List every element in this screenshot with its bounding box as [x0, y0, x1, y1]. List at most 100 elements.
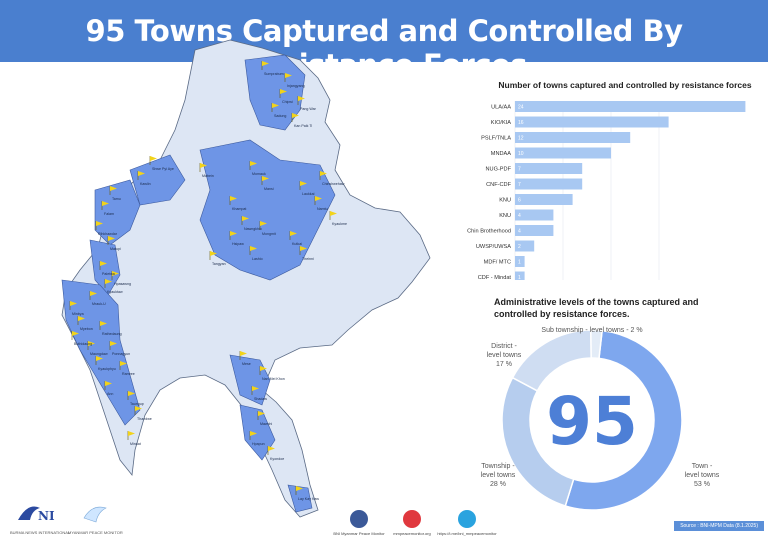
- town-flag: [69, 301, 77, 310]
- town-flag: [87, 341, 95, 350]
- town-label: Hpasawng: [114, 282, 131, 286]
- donut-slice-label: Town -level towns 53 %: [685, 463, 720, 488]
- bar: [515, 132, 631, 143]
- donut-slice: [511, 329, 592, 392]
- donut-slice-label: Sub township - level towns - 2 %: [541, 327, 642, 334]
- town-flag: [209, 251, 217, 260]
- controlled-area-south: [287, 484, 313, 513]
- town-flag: [77, 316, 85, 325]
- town-flag: [259, 221, 267, 230]
- town-label: Lay Kay Kaw: [298, 497, 319, 501]
- bar-value-label: 6: [518, 198, 521, 204]
- town-label: Sadung: [274, 114, 286, 118]
- town-flag: [249, 161, 257, 170]
- town-flag: [271, 103, 279, 112]
- facebook-icon[interactable]: [350, 510, 368, 528]
- bar: [515, 178, 583, 190]
- bar: [515, 271, 525, 280]
- bar-category-label: UWSP/UWSA: [476, 244, 511, 250]
- town-label: Kan Paik Ti: [294, 124, 312, 128]
- donut-chart: 95 Town -level towns 53 % Township -level t…: [481, 327, 720, 511]
- town-flag: [111, 271, 119, 280]
- town-label: Ponnagyun: [112, 352, 130, 356]
- bar-category-label: KNU: [499, 198, 511, 204]
- town-label: Ann: [107, 392, 113, 396]
- town-label: Shwe Pyi Aye: [152, 167, 174, 171]
- town-labels: Sumprabum Injangyang Chipwi Pang War Sadung K…: [72, 72, 347, 501]
- bar-category-label: CNF-CDF: [486, 182, 511, 188]
- town-label: Rathedaung: [102, 332, 122, 336]
- town-flag: [314, 196, 322, 205]
- town-flag: [137, 171, 145, 180]
- town-flag: [297, 96, 305, 105]
- controlled-area-sagaing: [94, 179, 141, 246]
- town-flag: [289, 231, 297, 240]
- town-label: Kyauktaw: [107, 290, 123, 294]
- org-mpm-label: MYANMAR PEACE MONITOR: [68, 530, 123, 535]
- town-label: Lashio: [252, 257, 263, 261]
- town-flag: [319, 171, 327, 180]
- dove-logo-icon: [83, 506, 107, 523]
- town-flag: [95, 356, 103, 365]
- town-flag: [261, 61, 269, 70]
- town-label: Chipwi: [282, 100, 293, 104]
- bar-chart-title: Number of towns captured and controlled …: [498, 80, 752, 90]
- bar: [515, 101, 746, 112]
- town-label: Buthidaung: [74, 342, 92, 346]
- town-label: Mrauk-U: [92, 302, 106, 306]
- town-label: Tamu: [112, 197, 121, 201]
- website-icon[interactable]: [403, 510, 421, 528]
- bar-category-label: Chin Brotherhood: [467, 229, 511, 235]
- town-label: Taungup: [130, 402, 144, 406]
- bar-value-label: 4: [518, 213, 521, 219]
- bar: [515, 209, 554, 221]
- org-bni-label: BURMA NEWS INTERNATIONAL: [10, 530, 71, 535]
- bar: [515, 240, 535, 252]
- town-flag: [95, 221, 103, 230]
- town-flag: [149, 156, 157, 165]
- bar-category-label: KIO/KIA: [491, 120, 511, 126]
- town-label: Falam: [104, 212, 114, 216]
- bni-logo-icon: NI: [18, 506, 55, 523]
- town-flag: [329, 211, 337, 220]
- town-label: Nawngkhio: [244, 227, 262, 231]
- town-label: Theinni: [302, 257, 314, 261]
- bar-category-label: KNU: [499, 213, 511, 219]
- bar-value-label: 7: [518, 167, 521, 173]
- town-label: Thandwe: [137, 417, 152, 421]
- bar-category-label: PSLF/TNLA: [481, 136, 511, 142]
- bar-category-label: ULA/AA: [491, 105, 511, 111]
- town-label: Myebon: [80, 327, 93, 331]
- town-label: Kyaukme: [332, 222, 347, 226]
- town-label: Sumprabum: [264, 72, 284, 76]
- town-label: Kyondoe: [270, 457, 284, 461]
- town-flag: [291, 113, 299, 122]
- town-label: Khampat: [232, 207, 246, 211]
- donut-slice-label: Township -level towns 28 %: [481, 463, 516, 488]
- town-label: Rihkhawdar: [98, 232, 118, 236]
- facebook-label: BNI Myanmar Peace Monitor: [333, 531, 385, 536]
- town-label: Mese: [242, 362, 251, 366]
- town-flag: [199, 163, 207, 172]
- bar-value-label: 2: [518, 244, 521, 250]
- header-banner: [0, 0, 768, 62]
- town-flag: [284, 73, 292, 82]
- town-label: Hpapun: [252, 442, 265, 446]
- controlled-area-kachin: [129, 154, 186, 206]
- town-label: Injangyang: [287, 84, 305, 88]
- town-flag: [119, 361, 127, 370]
- controlled-area-shan: [199, 139, 336, 281]
- town-flag: [267, 446, 275, 455]
- donut-center-value: 95: [546, 383, 638, 460]
- bar-value-label: 7: [518, 182, 521, 188]
- town-flag: [71, 331, 79, 340]
- town-label: Mawchi: [260, 422, 272, 426]
- town-flag: [241, 216, 249, 225]
- svg-text:NI: NI: [38, 509, 55, 523]
- town-flag: [127, 391, 135, 400]
- town-flag: [109, 186, 117, 195]
- town-flag: [239, 351, 247, 360]
- town-label: Nan Mei Khon: [262, 377, 285, 381]
- telegram-icon[interactable]: [458, 510, 476, 528]
- town-flag: [299, 181, 307, 190]
